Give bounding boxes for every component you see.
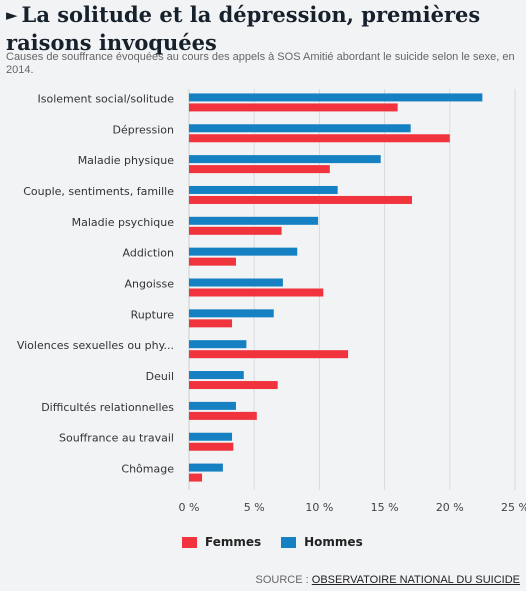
chart-subtitle: Causes de souffrance évoquées au cours d… bbox=[6, 51, 515, 76]
bar-femmes bbox=[189, 411, 257, 420]
legend-label-hommes: Hommes bbox=[304, 535, 363, 549]
x-tick-label: 15 % bbox=[371, 501, 399, 514]
x-tick-label: 0 % bbox=[179, 501, 200, 514]
source-label: SOURCE : bbox=[255, 574, 309, 586]
bar-hommes bbox=[189, 124, 411, 133]
bar-hommes bbox=[189, 247, 298, 256]
x-tick-label: 10 % bbox=[305, 501, 333, 514]
category-label: Violences sexuelles ou phy... bbox=[17, 339, 174, 352]
x-tick-label: 25 % bbox=[501, 501, 526, 514]
bar-femmes bbox=[189, 226, 282, 235]
bar-hommes bbox=[189, 278, 283, 287]
legend-item-hommes: Hommes bbox=[281, 535, 363, 549]
category-label: Dépression bbox=[113, 123, 175, 136]
chart-title-text: La solitude et la dépression, premières … bbox=[6, 2, 481, 55]
x-tick-label: 5 % bbox=[244, 501, 265, 514]
category-label: Rupture bbox=[131, 308, 175, 321]
bar-hommes bbox=[189, 463, 223, 472]
bar-femmes bbox=[189, 257, 236, 266]
bar-femmes bbox=[189, 165, 330, 174]
bar-hommes bbox=[189, 309, 274, 318]
bar-hommes bbox=[189, 155, 381, 164]
category-label: Souffrance au travail bbox=[59, 432, 174, 445]
bar-hommes bbox=[189, 185, 338, 194]
bar-femmes bbox=[189, 319, 233, 328]
bar-hommes bbox=[189, 432, 233, 441]
chart-title: ► La solitude et la dépression, premières… bbox=[6, 2, 518, 55]
bar-femmes bbox=[189, 103, 398, 112]
source-link[interactable]: OBSERVATOIRE NATIONAL DU SUICIDE bbox=[311, 574, 520, 586]
bar-femmes bbox=[189, 473, 203, 482]
chart-legend: Femmes Hommes bbox=[182, 533, 383, 551]
bar-femmes bbox=[189, 288, 324, 297]
category-label: Deuil bbox=[146, 370, 174, 383]
legend-swatch-hommes bbox=[281, 536, 297, 548]
bar-femmes bbox=[189, 381, 278, 390]
bar-hommes bbox=[189, 340, 247, 349]
bar-hommes bbox=[189, 216, 319, 225]
legend-swatch-femmes bbox=[182, 536, 197, 548]
bar-femmes bbox=[189, 134, 450, 143]
source-note: SOURCE : OBSERVATOIRE NATIONAL DU SUICID… bbox=[256, 574, 520, 586]
legend-item-femmes: Femmes bbox=[182, 535, 261, 549]
category-label: Isolement social/solitude bbox=[38, 92, 175, 105]
triangle-icon: ► bbox=[6, 6, 18, 24]
bar-hommes bbox=[189, 401, 236, 410]
bar-femmes bbox=[189, 195, 412, 204]
legend-label-femmes: Femmes bbox=[205, 535, 262, 549]
bar-hommes bbox=[189, 371, 244, 380]
category-label: Chômage bbox=[121, 463, 174, 476]
category-label: Addiction bbox=[123, 247, 174, 260]
bar-femmes bbox=[189, 442, 234, 451]
category-label: Angoisse bbox=[125, 278, 175, 291]
category-label: Difficultés relationnelles bbox=[41, 401, 174, 414]
bar-femmes bbox=[189, 350, 349, 359]
category-label: Maladie psychique bbox=[72, 216, 175, 229]
category-label: Maladie physique bbox=[78, 154, 175, 167]
bar-hommes bbox=[189, 93, 483, 102]
category-label: Couple, sentiments, famille bbox=[23, 185, 174, 198]
x-tick-label: 20 % bbox=[436, 501, 464, 514]
